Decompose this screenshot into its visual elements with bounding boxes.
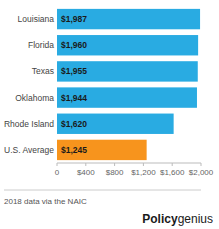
tick-label: $2,000: [189, 168, 214, 177]
watermark-part: Policy: [142, 212, 178, 226]
labels: Louisiana $1,987 Florida $1,960 Texas $1,955 O…: [4, 14, 87, 155]
tick-label: $1,600: [160, 168, 185, 177]
tick-label: $800: [106, 168, 124, 177]
bar: [57, 114, 174, 134]
category-label: Louisiana: [18, 14, 55, 24]
bar: [57, 9, 200, 29]
category-label: Oklahoma: [15, 93, 54, 103]
data-label: $1,245: [61, 145, 87, 155]
x-axis: 0 $400 $800 $1,200 $1,600 $2,000: [55, 163, 214, 177]
category-label: Texas: [32, 66, 54, 76]
data-label: $1,960: [61, 40, 87, 50]
chart: 0 $400 $800 $1,200 $1,600 $2,000 Louisiana $1,9…: [0, 0, 219, 229]
bar: [57, 140, 147, 160]
footnote: 2018 data via the NAIC: [4, 197, 87, 206]
tick-label: 0: [55, 168, 60, 177]
category-label: Rhode Island: [4, 119, 54, 129]
bar: [57, 87, 197, 107]
bar: [57, 61, 198, 81]
category-label: U.S. Average: [4, 145, 54, 155]
data-label: $1,620: [61, 119, 87, 129]
data-label: $1,955: [61, 66, 87, 76]
bar: [57, 35, 198, 55]
watermark-part: genius: [178, 212, 213, 226]
axis-line: [57, 163, 201, 164]
category-label: Florida: [28, 40, 54, 50]
separator: [4, 190, 201, 191]
data-label: $1,987: [61, 14, 87, 24]
tick-label: $400: [77, 168, 95, 177]
data-label: $1,944: [61, 93, 87, 103]
watermark: Policygenius: [142, 212, 213, 226]
tick-label: $1,200: [131, 168, 156, 177]
bars: [57, 9, 200, 160]
